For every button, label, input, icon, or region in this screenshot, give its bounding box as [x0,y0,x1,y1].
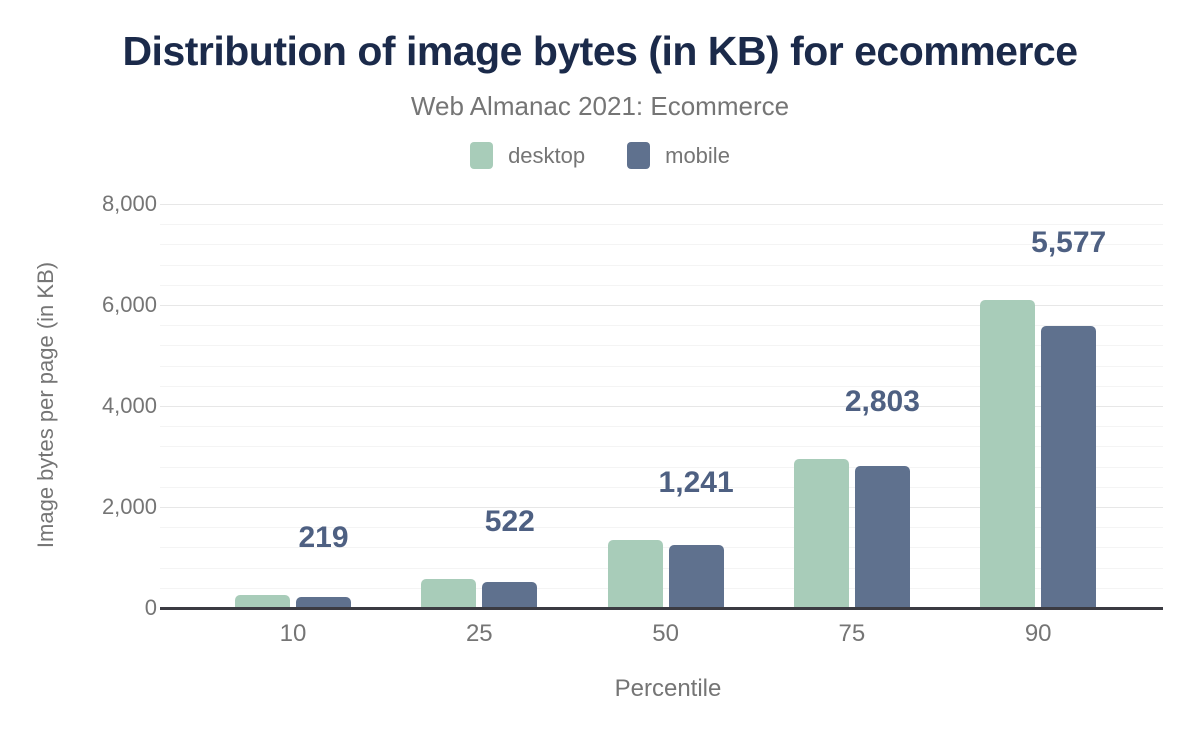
minor-gridline [160,385,1163,387]
data-label-p10: 219 [298,521,349,555]
bar-mobile-p10[interactable] [296,596,351,608]
major-gridline [160,204,1163,205]
bar-desktop-p50[interactable] [607,540,663,608]
minor-gridline [160,426,1163,428]
bar-desktop-p75[interactable] [793,458,849,608]
bar-mobile-p50[interactable] [668,545,724,608]
minor-gridline [160,325,1163,327]
data-label-p50: 1,241 [658,466,734,500]
minor-gridline [160,527,1163,529]
legend-item-mobile[interactable]: mobile [627,142,730,169]
y-tick-label: 0 [144,595,157,620]
data-label-p75: 2,803 [844,384,920,418]
x-tick-label: 50 [652,620,679,647]
legend: desktop mobile [0,142,1200,169]
x-axis-title: Percentile [614,675,722,702]
chart-subtitle: Web Almanac 2021: Ecommerce [410,91,790,121]
minor-gridline [160,365,1163,367]
legend-label-desktop: desktop [508,142,586,168]
minor-gridline [160,466,1163,468]
minor-gridline [160,284,1163,286]
data-label-p25: 522 [484,504,535,538]
y-tick-label: 4,000 [101,393,157,418]
chart-title: Distribution of image bytes (in KB) for … [122,28,1078,74]
bar-mobile-p90[interactable] [1041,326,1097,608]
x-tick-label: 10 [279,620,307,647]
minor-gridline [160,446,1163,448]
x-tick-label: 25 [465,620,493,647]
major-gridline [160,406,1163,407]
x-tick-label: 90 [1024,620,1052,647]
plot-area: 219 522 1,241 2,803 5,577 [160,204,1163,608]
bar-mobile-p25[interactable] [482,581,538,608]
minor-gridline [160,264,1163,266]
y-tick-label: 2,000 [101,494,157,519]
x-axis-line [160,607,1163,610]
x-tick-label: 75 [838,620,866,647]
bar-desktop-p90[interactable] [980,299,1036,608]
bar-desktop-p25[interactable] [421,578,477,608]
mobile-swatch-icon [627,142,651,169]
major-gridline [160,305,1163,306]
minor-gridline [160,345,1163,347]
bar-desktop-p10[interactable] [235,595,290,608]
major-gridline [160,507,1163,508]
minor-gridline [160,244,1163,246]
minor-gridline [160,224,1163,226]
y-tick-label: 8,000 [101,191,157,216]
desktop-swatch-icon [470,142,494,169]
bar-mobile-p75[interactable] [854,466,910,608]
minor-gridline [160,486,1163,488]
legend-item-desktop[interactable]: desktop [470,142,585,169]
data-label-p90: 5,577 [1031,225,1107,259]
legend-label-mobile: mobile [665,142,730,168]
y-tick-label: 6,000 [101,292,157,317]
